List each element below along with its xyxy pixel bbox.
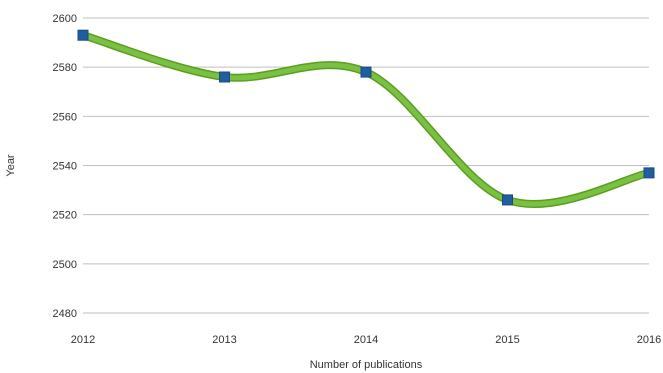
y-axis-label: Year (5, 154, 17, 177)
y-tick-labels: 2480 2500 2520 2540 2560 2580 2600 (53, 13, 77, 320)
x-tick-label: 2013 (212, 334, 236, 346)
x-axis-label: Number of publications (310, 359, 423, 371)
y-tick-label: 2500 (53, 259, 77, 271)
data-point-marker (502, 194, 513, 206)
data-point-marker (643, 167, 655, 179)
y-tick-label: 2520 (53, 210, 77, 222)
data-point-marker (219, 71, 230, 83)
data-point-marker (77, 29, 89, 41)
data-point-marker (360, 66, 372, 78)
y-tick-label: 2600 (53, 13, 77, 25)
y-tick-label: 2580 (53, 62, 77, 74)
y-tick-label: 2480 (53, 308, 77, 320)
x-tick-label: 2014 (354, 334, 378, 346)
x-tick-labels: 2012 2013 2014 2015 2016 (71, 334, 661, 346)
y-tick-label: 2560 (53, 111, 77, 123)
x-tick-label: 2016 (637, 334, 661, 346)
series-line-outline (79, 31, 653, 209)
x-tick-label: 2015 (495, 334, 519, 346)
y-tick-label: 2540 (53, 161, 77, 173)
data-markers (77, 29, 655, 206)
x-tick-label: 2012 (71, 334, 95, 346)
series-line (79, 31, 653, 209)
